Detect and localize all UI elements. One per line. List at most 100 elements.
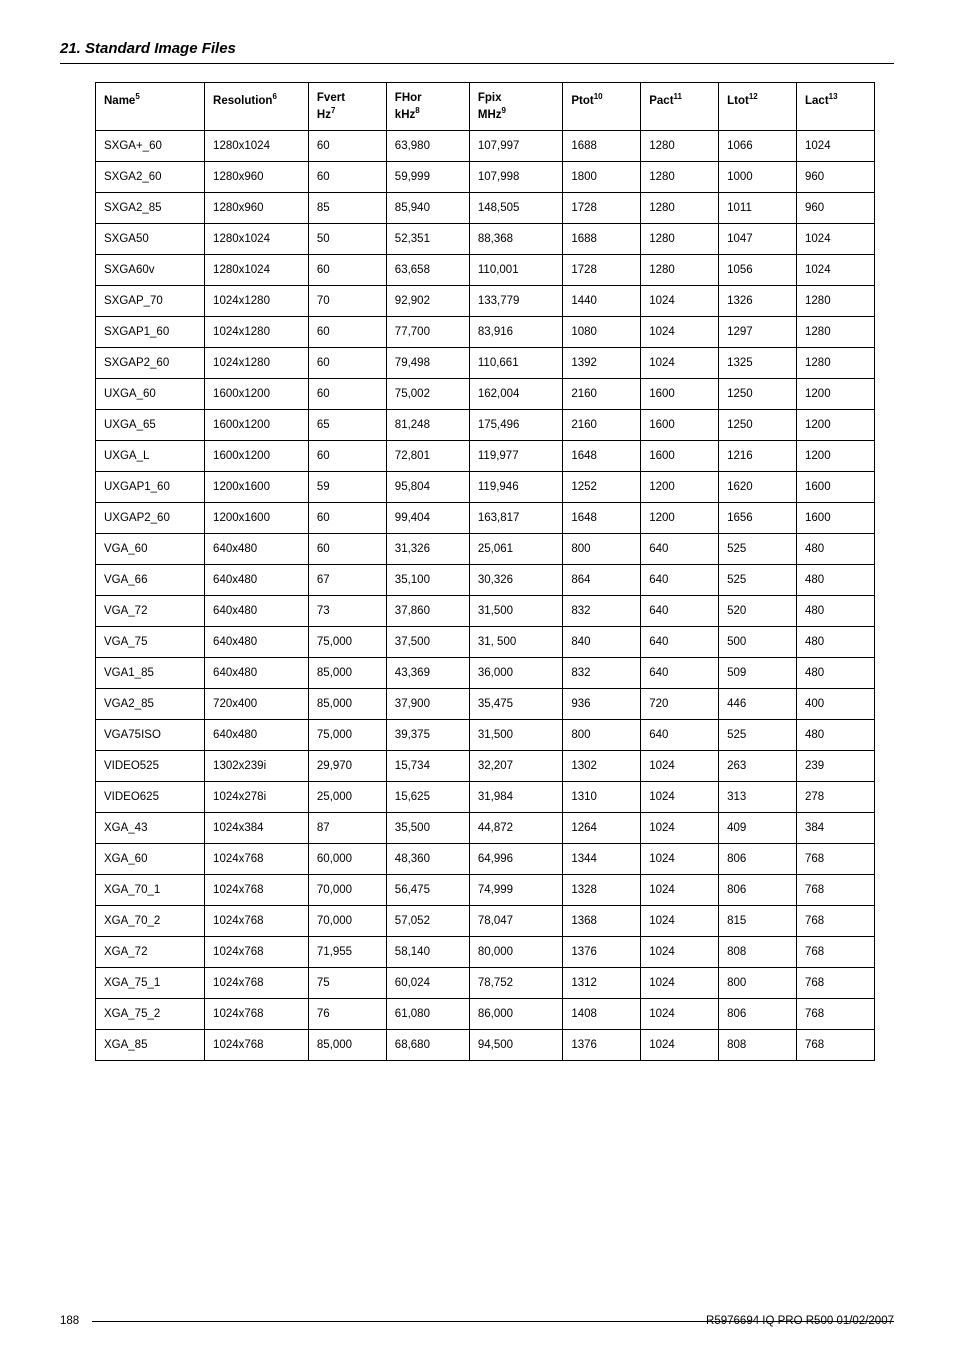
table-cell: 1024x768	[205, 1029, 309, 1060]
table-row: VIDEO6251024x278i25,00015,62531,98413101…	[96, 781, 875, 812]
table-cell: 1728	[563, 192, 641, 223]
table-cell: 63,658	[386, 254, 469, 285]
table-cell: 1024x278i	[205, 781, 309, 812]
table-row: XGA_431024x3848735,50044,872126410244093…	[96, 812, 875, 843]
table-cell: 35,475	[469, 688, 562, 719]
table-cell: 1024	[641, 936, 719, 967]
table-cell: 1024	[641, 316, 719, 347]
table-cell: 15,625	[386, 781, 469, 812]
table-cell: 148,505	[469, 192, 562, 223]
table-cell: SXGAP2_60	[96, 347, 205, 378]
table-cell: 1200	[797, 409, 875, 440]
table-cell: 1600	[641, 440, 719, 471]
table-cell: 509	[719, 657, 797, 688]
table-cell: 239	[797, 750, 875, 781]
table-cell: 640	[641, 626, 719, 657]
table-cell: 110,001	[469, 254, 562, 285]
table-cell: 1056	[719, 254, 797, 285]
doc-id: R5976694 IQ PRO R500 01/02/2007	[706, 1315, 894, 1327]
column-header: Resolution6	[205, 83, 309, 131]
table-cell: XGA_72	[96, 936, 205, 967]
table-cell: 73	[308, 595, 386, 626]
column-header: Name5	[96, 83, 205, 131]
table-cell: 1080	[563, 316, 641, 347]
table-cell: 36,000	[469, 657, 562, 688]
table-cell: 60	[308, 378, 386, 409]
table-cell: 768	[797, 905, 875, 936]
table-cell: 480	[797, 564, 875, 595]
table-cell: 832	[563, 657, 641, 688]
table-row: XGA_70_11024x76870,00056,47574,999132810…	[96, 874, 875, 905]
table-cell: VGA_75	[96, 626, 205, 657]
table-cell: 1280	[797, 347, 875, 378]
table-row: XGA_851024x76885,00068,68094,50013761024…	[96, 1029, 875, 1060]
table-cell: 800	[563, 533, 641, 564]
table-cell: 75,000	[308, 719, 386, 750]
table-cell: 1216	[719, 440, 797, 471]
table-cell: 525	[719, 564, 797, 595]
table-cell: 78,752	[469, 967, 562, 998]
table-cell: 37,500	[386, 626, 469, 657]
table-row: SXGAP_701024x12807092,902133,77914401024…	[96, 285, 875, 316]
table-cell: 768	[797, 967, 875, 998]
column-header: FpixMHz9	[469, 83, 562, 131]
table-cell: 808	[719, 1029, 797, 1060]
table-cell: 60,000	[308, 843, 386, 874]
table-cell: 1297	[719, 316, 797, 347]
table-cell: 800	[719, 967, 797, 998]
table-cell: 480	[797, 533, 875, 564]
table-cell: 74,999	[469, 874, 562, 905]
column-header: Lact13	[797, 83, 875, 131]
table-cell: 75,000	[308, 626, 386, 657]
table-cell: UXGA_L	[96, 440, 205, 471]
table-cell: 29,970	[308, 750, 386, 781]
table-cell: 768	[797, 1029, 875, 1060]
table-cell: SXGA50	[96, 223, 205, 254]
table-cell: XGA_75_1	[96, 967, 205, 998]
table-cell: 60	[308, 161, 386, 192]
table-cell: 936	[563, 688, 641, 719]
column-header: FHorkHz8	[386, 83, 469, 131]
table-cell: 107,998	[469, 161, 562, 192]
table-cell: UXGA_65	[96, 409, 205, 440]
table-cell: 1024	[641, 285, 719, 316]
table-cell: 480	[797, 595, 875, 626]
table-cell: 1024	[641, 347, 719, 378]
table-cell: 806	[719, 843, 797, 874]
table-cell: 76	[308, 998, 386, 1029]
page-footer: 188 R5976694 IQ PRO R500 01/02/2007	[60, 1315, 894, 1329]
table-cell: 640x480	[205, 533, 309, 564]
table-cell: 1024x768	[205, 998, 309, 1029]
table-cell: 1376	[563, 1029, 641, 1060]
table-cell: 1200x1600	[205, 502, 309, 533]
table-cell: 75	[308, 967, 386, 998]
table-row: UXGA_L1600x12006072,801119,9771648160012…	[96, 440, 875, 471]
table-row: VIDEO5251302x239i29,97015,73432,20713021…	[96, 750, 875, 781]
table-row: VGA_75640x48075,00037,50031, 50084064050…	[96, 626, 875, 657]
table-cell: 1280	[641, 223, 719, 254]
table-cell: 1302	[563, 750, 641, 781]
table-cell: 163,817	[469, 502, 562, 533]
table-cell: 1280x1024	[205, 223, 309, 254]
table-row: VGA_66640x4806735,10030,326864640525480	[96, 564, 875, 595]
table-cell: 720x400	[205, 688, 309, 719]
table-cell: 640x480	[205, 657, 309, 688]
table-cell: 30,326	[469, 564, 562, 595]
table-cell: 1024x1280	[205, 347, 309, 378]
table-header: Name5Resolution6FvertHz7FHorkHz8FpixMHz9…	[96, 83, 875, 131]
table-cell: 1024	[641, 967, 719, 998]
table-cell: 1648	[563, 502, 641, 533]
table-cell: 1280x1024	[205, 130, 309, 161]
table-cell: 808	[719, 936, 797, 967]
table-row: XGA_75_21024x7687661,08086,0001408102480…	[96, 998, 875, 1029]
table-cell: 768	[797, 843, 875, 874]
table-cell: 31, 500	[469, 626, 562, 657]
table-cell: 1688	[563, 130, 641, 161]
table-cell: 72,801	[386, 440, 469, 471]
table-cell: 61,080	[386, 998, 469, 1029]
table-cell: 60	[308, 533, 386, 564]
table-cell: VGA2_85	[96, 688, 205, 719]
table-cell: 278	[797, 781, 875, 812]
table-cell: 119,946	[469, 471, 562, 502]
table-cell: 68,680	[386, 1029, 469, 1060]
